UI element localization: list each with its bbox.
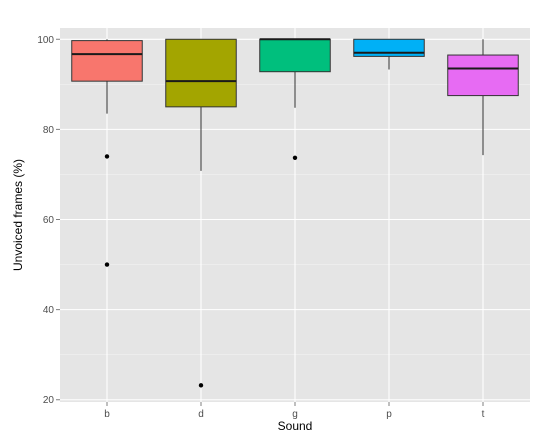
x-tick-label: t bbox=[482, 409, 485, 420]
y-tick-label: 60 bbox=[43, 215, 55, 226]
box-body bbox=[165, 38, 237, 108]
box-body bbox=[259, 38, 331, 73]
outlier-point bbox=[104, 262, 110, 267]
box-body bbox=[353, 38, 425, 57]
box-body bbox=[447, 54, 519, 97]
box-d bbox=[165, 38, 237, 388]
y-tick-label: 80 bbox=[43, 125, 55, 136]
box-t bbox=[447, 39, 519, 156]
y-tick-label: 40 bbox=[43, 305, 55, 316]
outlier-point bbox=[198, 383, 204, 388]
outlier-point bbox=[292, 155, 298, 160]
box-b bbox=[71, 39, 143, 267]
box-p bbox=[353, 38, 425, 70]
x-tick-label: g bbox=[292, 409, 298, 420]
x-tick-label: b bbox=[104, 409, 110, 420]
box-g bbox=[259, 38, 331, 160]
y-axis-title: Unvoiced frames (%) bbox=[11, 159, 25, 271]
box-body bbox=[71, 40, 143, 82]
x-tick-label: d bbox=[198, 409, 204, 420]
x-axis-title: Sound bbox=[278, 419, 313, 433]
y-axis-ticks: 20 40 60 80 100 bbox=[37, 35, 60, 406]
y-tick-label: 20 bbox=[43, 395, 55, 406]
y-tick-label: 100 bbox=[37, 35, 54, 46]
x-tick-label: p bbox=[386, 409, 392, 420]
box-series bbox=[71, 38, 519, 388]
major-gridlines bbox=[60, 28, 530, 402]
outlier-point bbox=[104, 154, 110, 159]
